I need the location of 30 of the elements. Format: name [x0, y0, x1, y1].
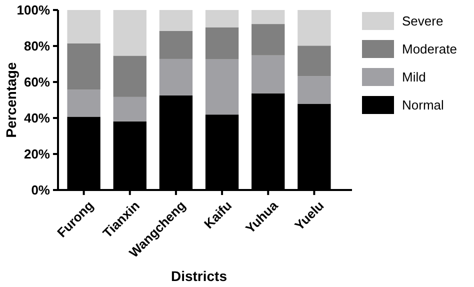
bar	[113, 96, 146, 122]
legend-label: Normal	[402, 98, 444, 113]
legend-label: Mild	[402, 70, 426, 85]
bar	[298, 76, 331, 104]
y-tick-label: 100%	[16, 2, 50, 18]
x-axis-title: Districts	[170, 268, 228, 284]
bar	[298, 46, 331, 76]
bar	[113, 56, 146, 97]
bar	[252, 24, 285, 56]
bar	[159, 30, 193, 59]
y-tick-label: 40%	[24, 110, 50, 126]
bar	[252, 10, 285, 24]
bar	[113, 10, 146, 56]
legend-label: Severe	[402, 14, 444, 29]
bar	[67, 43, 100, 90]
bar	[67, 90, 100, 117]
y-tick-label: 0%	[31, 182, 50, 198]
bar	[205, 27, 239, 60]
bar	[205, 59, 239, 115]
bar	[159, 10, 193, 31]
y-tick-label: 60%	[24, 74, 50, 90]
bar	[252, 55, 285, 94]
y-tick-label: 80%	[24, 38, 50, 54]
bar	[298, 10, 331, 46]
y-tick-label: 20%	[24, 146, 50, 162]
y-axis-title: Percentage	[3, 62, 19, 138]
bar	[67, 10, 100, 44]
bar	[205, 10, 239, 28]
legend-label: Moderate	[402, 42, 457, 57]
bar	[159, 58, 193, 96]
